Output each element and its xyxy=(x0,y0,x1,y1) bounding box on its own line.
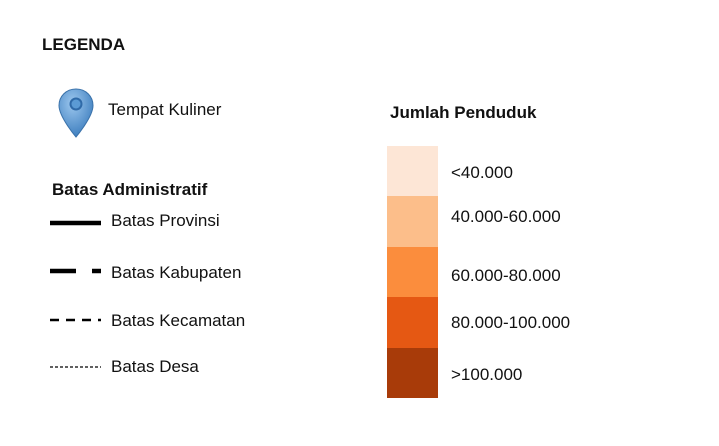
village-boundary-label: Batas Desa xyxy=(111,357,199,376)
district-boundary-label: Batas Kecamatan xyxy=(111,311,246,330)
village-boundary-symbol xyxy=(50,366,101,368)
poi-label: Tempat Kuliner xyxy=(108,100,222,119)
population-class-label: 80.000-100.000 xyxy=(451,313,571,333)
province-boundary-label: Batas Provinsi xyxy=(111,211,220,230)
admin-boundary-heading: Batas Administratif xyxy=(52,180,208,199)
population-class-swatch xyxy=(387,297,438,348)
population-class-label: <40.000 xyxy=(451,163,513,182)
population-class-swatch xyxy=(387,146,438,197)
population-class-swatch xyxy=(387,196,438,247)
population-class-label: 40.000-60.000 xyxy=(451,207,561,227)
district-boundary-symbol xyxy=(50,318,101,322)
population-heading: Jumlah Penduduk xyxy=(390,103,537,122)
regency-boundary-symbol xyxy=(50,268,101,274)
population-class-swatch xyxy=(387,246,438,298)
population-class-label: 60.000-80.000 xyxy=(451,265,561,285)
population-color-ramp xyxy=(387,146,438,398)
legend-title: LEGENDA xyxy=(42,35,126,54)
map-pin-icon xyxy=(58,88,94,138)
regency-boundary-label: Batas Kabupaten xyxy=(111,263,242,282)
population-class-label: >100.000 xyxy=(451,364,523,384)
province-boundary-symbol xyxy=(50,220,101,226)
population-class-swatch xyxy=(387,347,438,398)
